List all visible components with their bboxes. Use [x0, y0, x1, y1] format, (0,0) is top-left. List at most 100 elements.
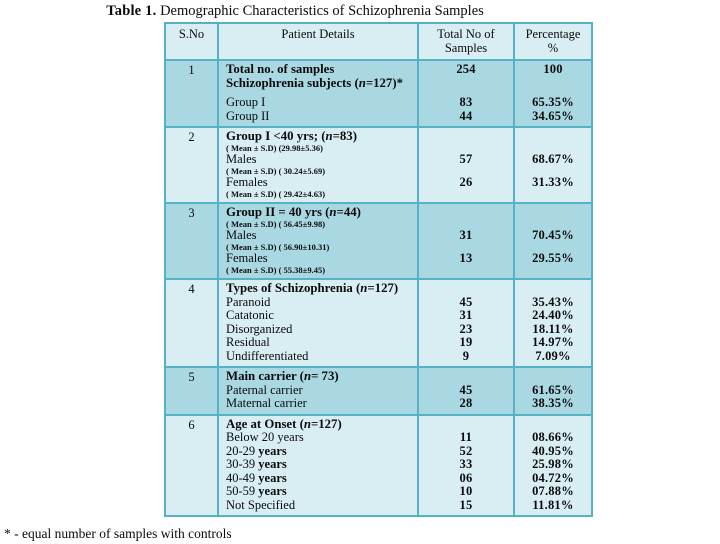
percentage-cell: 68.67% 31.33% — [513, 128, 591, 202]
samples-cell: 45 31 23 19 9 — [417, 280, 513, 366]
percentage-value: 25.98% — [532, 458, 574, 471]
percentage-value — [515, 77, 591, 91]
footnote: * - equal number of samples with control… — [4, 526, 232, 541]
detail-line: Disorganized — [226, 322, 293, 336]
detail-line: Group I <40 yrs; (n=83) — [226, 130, 357, 143]
samples-value — [419, 266, 513, 276]
percentage-cell: 08.66% 40.95% 25.98% 04.72% 07.88% 11.81% — [513, 415, 591, 515]
detail-line: Group II — [226, 109, 270, 123]
detail-line: Types of Schizophrenia (n=127) — [226, 282, 399, 295]
samples-value: 44 — [459, 109, 473, 123]
detail-line: 50-59 years — [226, 485, 287, 498]
samples-value — [419, 167, 513, 177]
percentage-value: 68.67% — [532, 153, 574, 166]
detail-line: Main carrier (n= 73) — [226, 370, 339, 383]
percentage-value — [515, 130, 591, 144]
detail-cell: Age at Onset (n=127) Below 20 years 20-29 … — [217, 415, 417, 515]
detail-line: ( Mean ± S.D) ( 30.24±5.69) — [226, 166, 326, 176]
detail-line: ( Mean ± S.D) ( 29.42±4.63) — [226, 189, 326, 199]
samples-cell: 31 13 — [417, 204, 513, 278]
detail-line: Schizophrenia subjects (n=127)* — [226, 76, 403, 90]
percentage-cell: 35.43% 24.40% 18.11% 14.97% 7.09% — [513, 280, 591, 366]
samples-value — [419, 370, 513, 384]
percentage-value: 11.81% — [532, 498, 574, 512]
detail-line: Not Specified — [226, 498, 296, 512]
detail-line: ( Mean ± S.D) ( 56.90±10.31) — [226, 242, 330, 252]
percentage-value — [515, 167, 591, 177]
detail-line: Females — [226, 176, 268, 189]
percentage-value: 08.66% — [532, 431, 574, 444]
samples-value — [419, 130, 513, 144]
samples-value: 45 — [459, 383, 473, 397]
percentage-value: 18.11% — [532, 322, 574, 336]
percentage-cell: 61.65% 38.35% — [513, 368, 591, 414]
percentage-value — [515, 190, 591, 200]
percentage-value — [515, 370, 591, 384]
detail-cell: Total no. of samples Schizophrenia subjec… — [217, 61, 417, 126]
samples-cell: 254 83 44 — [417, 61, 513, 126]
percentage-value: 04.72% — [532, 471, 574, 485]
sno-cell: 6 — [188, 417, 195, 432]
table-section: 3 Group II = 40 yrs (n=44)( Mean ± S.D) (… — [166, 202, 591, 278]
percentage-value: 14.97% — [532, 336, 574, 349]
detail-line: 30-39 years — [226, 458, 287, 471]
samples-value: 57 — [459, 153, 473, 166]
detail-line: Group I — [226, 96, 266, 109]
samples-value: 45 — [459, 295, 473, 309]
detail-line: Males — [226, 229, 257, 242]
header-total-samples: Total No of Samples — [417, 24, 513, 59]
table-section: 4 Types of Schizophrenia (n=127) Paranoid C… — [166, 278, 591, 366]
samples-cell: 57 26 — [417, 128, 513, 202]
samples-value: 10 — [459, 485, 473, 498]
percentage-value: 40.95% — [532, 444, 574, 458]
detail-line: Age at Onset (n=127) — [226, 417, 342, 431]
percentage-value — [515, 144, 591, 154]
detail-line: Paternal carrier — [226, 383, 303, 397]
detail-line: Below 20 years — [226, 431, 304, 444]
percentage-value: 65.35% — [532, 96, 574, 109]
sno-cell: 5 — [188, 370, 195, 384]
percentage-cell: 100 65.35% 34.65% — [513, 61, 591, 126]
percentage-value: 38.35% — [532, 397, 574, 410]
samples-value: 9 — [462, 349, 470, 363]
samples-value — [419, 144, 513, 154]
samples-value: 33 — [459, 458, 473, 471]
percentage-value — [515, 418, 591, 432]
table-section: 2 Group I <40 yrs; (n=83)( Mean ± S.D) (2… — [166, 126, 591, 202]
percentage-value: 70.45% — [532, 229, 574, 242]
detail-line: Maternal carrier — [226, 397, 307, 410]
samples-value: 254 — [456, 63, 476, 76]
samples-value: 31 — [459, 229, 473, 242]
detail-line: Residual — [226, 336, 270, 349]
detail-line: Group II = 40 yrs (n=44) — [226, 206, 361, 219]
percentage-value: 100 — [543, 63, 563, 76]
sno-cell: 4 — [188, 282, 195, 296]
percentage-value: 7.09% — [535, 349, 571, 363]
percentage-value — [515, 220, 591, 230]
detail-cell: Main carrier (n= 73) Paternal carrier Mate… — [217, 368, 417, 414]
detail-line: ( Mean ± S.D) ( 55.38±9.45) — [226, 265, 326, 275]
detail-line: Undifferentiated — [226, 349, 309, 363]
percentage-value — [515, 206, 591, 220]
percentage-value: 24.40% — [532, 309, 574, 322]
detail-cell: Group II = 40 yrs (n=44) ( Mean ± S.D) ( … — [217, 204, 417, 278]
detail-line: Females — [226, 252, 268, 265]
samples-value: 06 — [459, 471, 473, 485]
header-patient-details: Patient Details — [217, 24, 417, 59]
detail-line: ( Mean ± S.D) (29.98±5.36) — [226, 143, 323, 153]
samples-value: 52 — [459, 444, 473, 458]
table-section: 6 Age at Onset (n=127) Below 20 years 20-29… — [166, 413, 591, 515]
samples-value: 19 — [459, 336, 473, 349]
table-section: 5 Main carrier (n= 73) Paternal carrier Mat… — [166, 366, 591, 414]
samples-value: 26 — [459, 176, 473, 189]
detail-line: 40-49 years — [226, 471, 287, 485]
samples-value: 13 — [459, 252, 473, 265]
samples-value — [419, 190, 513, 200]
samples-value: 23 — [459, 322, 473, 336]
table-caption-label: Table 1. — [106, 3, 157, 19]
samples-value: 15 — [459, 498, 473, 512]
percentage-value — [515, 266, 591, 276]
table-body: 1 Total no. of samples Schizophrenia subje… — [166, 61, 591, 515]
table-caption: Table 1. Demographic Characteristics of … — [0, 3, 590, 20]
